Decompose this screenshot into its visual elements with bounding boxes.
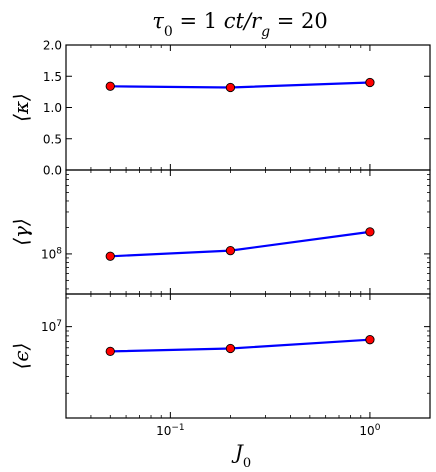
panel-kappa: 2.0 1.5 1.0 0.5 0.0 ⟨κ⟩	[9, 39, 431, 178]
x-axis-label: J0	[231, 440, 251, 471]
y-tick-label: 1.5	[43, 70, 62, 84]
y-tick-label: 0.5	[43, 132, 62, 146]
series-line	[110, 338, 370, 353]
series-line	[110, 230, 371, 258]
y-axis-label: ⟨γ⟩	[9, 218, 33, 246]
data-point	[225, 82, 236, 93]
y-axis-label: ⟨κ⟩	[9, 93, 33, 122]
x-tick-labels: 10−1 100	[156, 423, 381, 438]
data-point	[105, 251, 115, 261]
data-point	[105, 81, 115, 91]
chart-title: τ0 = 1 ct/rg = 20	[152, 9, 328, 40]
y-tick-label: 107	[41, 319, 62, 334]
y-tick-label: 0.0	[43, 164, 62, 178]
data-point	[225, 245, 236, 256]
x-tick-label: 10−1	[156, 423, 185, 438]
plot-panels: 2.0 1.5 1.0 0.5 0.0 ⟨κ⟩ 108 ⟨γ⟩ 107 ⟨ϵ⟩ 10−1 100	[9, 39, 431, 438]
y-tick-label: 108	[41, 246, 62, 261]
data-point	[365, 77, 375, 88]
y-tick-label: 2.0	[43, 39, 62, 53]
x-tick-label: 100	[359, 423, 380, 438]
data-point	[105, 346, 115, 357]
data-point	[225, 343, 236, 354]
y-tick-label: 1.0	[43, 101, 62, 115]
data-point	[365, 227, 375, 237]
panel-frame	[65, 169, 431, 295]
series-line	[110, 81, 370, 89]
panel-frame	[65, 293, 431, 419]
panel-epsilon: 107 ⟨ϵ⟩	[9, 293, 431, 419]
panel-gamma: 108 ⟨γ⟩	[9, 169, 431, 295]
y-axis-label: ⟨ϵ⟩	[9, 343, 33, 370]
data-point	[365, 335, 375, 345]
panel-frame	[65, 44, 431, 171]
